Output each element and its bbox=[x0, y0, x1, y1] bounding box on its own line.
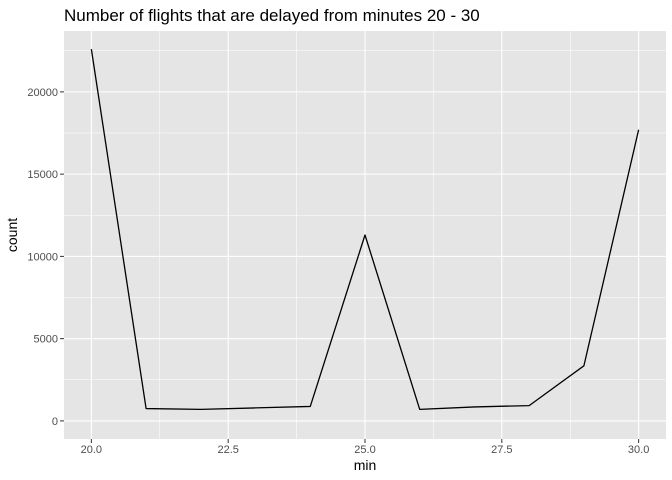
y-axis: 0 5000 10000 15000 20000 bbox=[27, 87, 64, 428]
y-tick-label: 15000 bbox=[27, 169, 58, 181]
x-tick-label: 20.0 bbox=[81, 444, 102, 456]
y-axis-title: count bbox=[4, 218, 20, 252]
x-tick-label: 22.5 bbox=[217, 444, 238, 456]
x-tick-label: 30.0 bbox=[628, 444, 649, 456]
y-tick-label: 5000 bbox=[34, 334, 58, 346]
series-layer bbox=[90, 49, 640, 411]
y-tick-label: 0 bbox=[52, 416, 58, 428]
major-gridlines bbox=[64, 31, 666, 439]
x-axis: 20.0 22.5 25.0 27.5 30.0 bbox=[81, 439, 649, 456]
chart-title: Number of flights that are delayed from … bbox=[64, 6, 480, 25]
y-tick-label: 10000 bbox=[27, 251, 58, 263]
x-axis-title: min bbox=[354, 457, 377, 473]
x-tick-label: 27.5 bbox=[491, 444, 512, 456]
series-line bbox=[90, 49, 640, 411]
y-tick-label: 20000 bbox=[27, 87, 58, 99]
x-tick-label: 25.0 bbox=[354, 444, 375, 456]
